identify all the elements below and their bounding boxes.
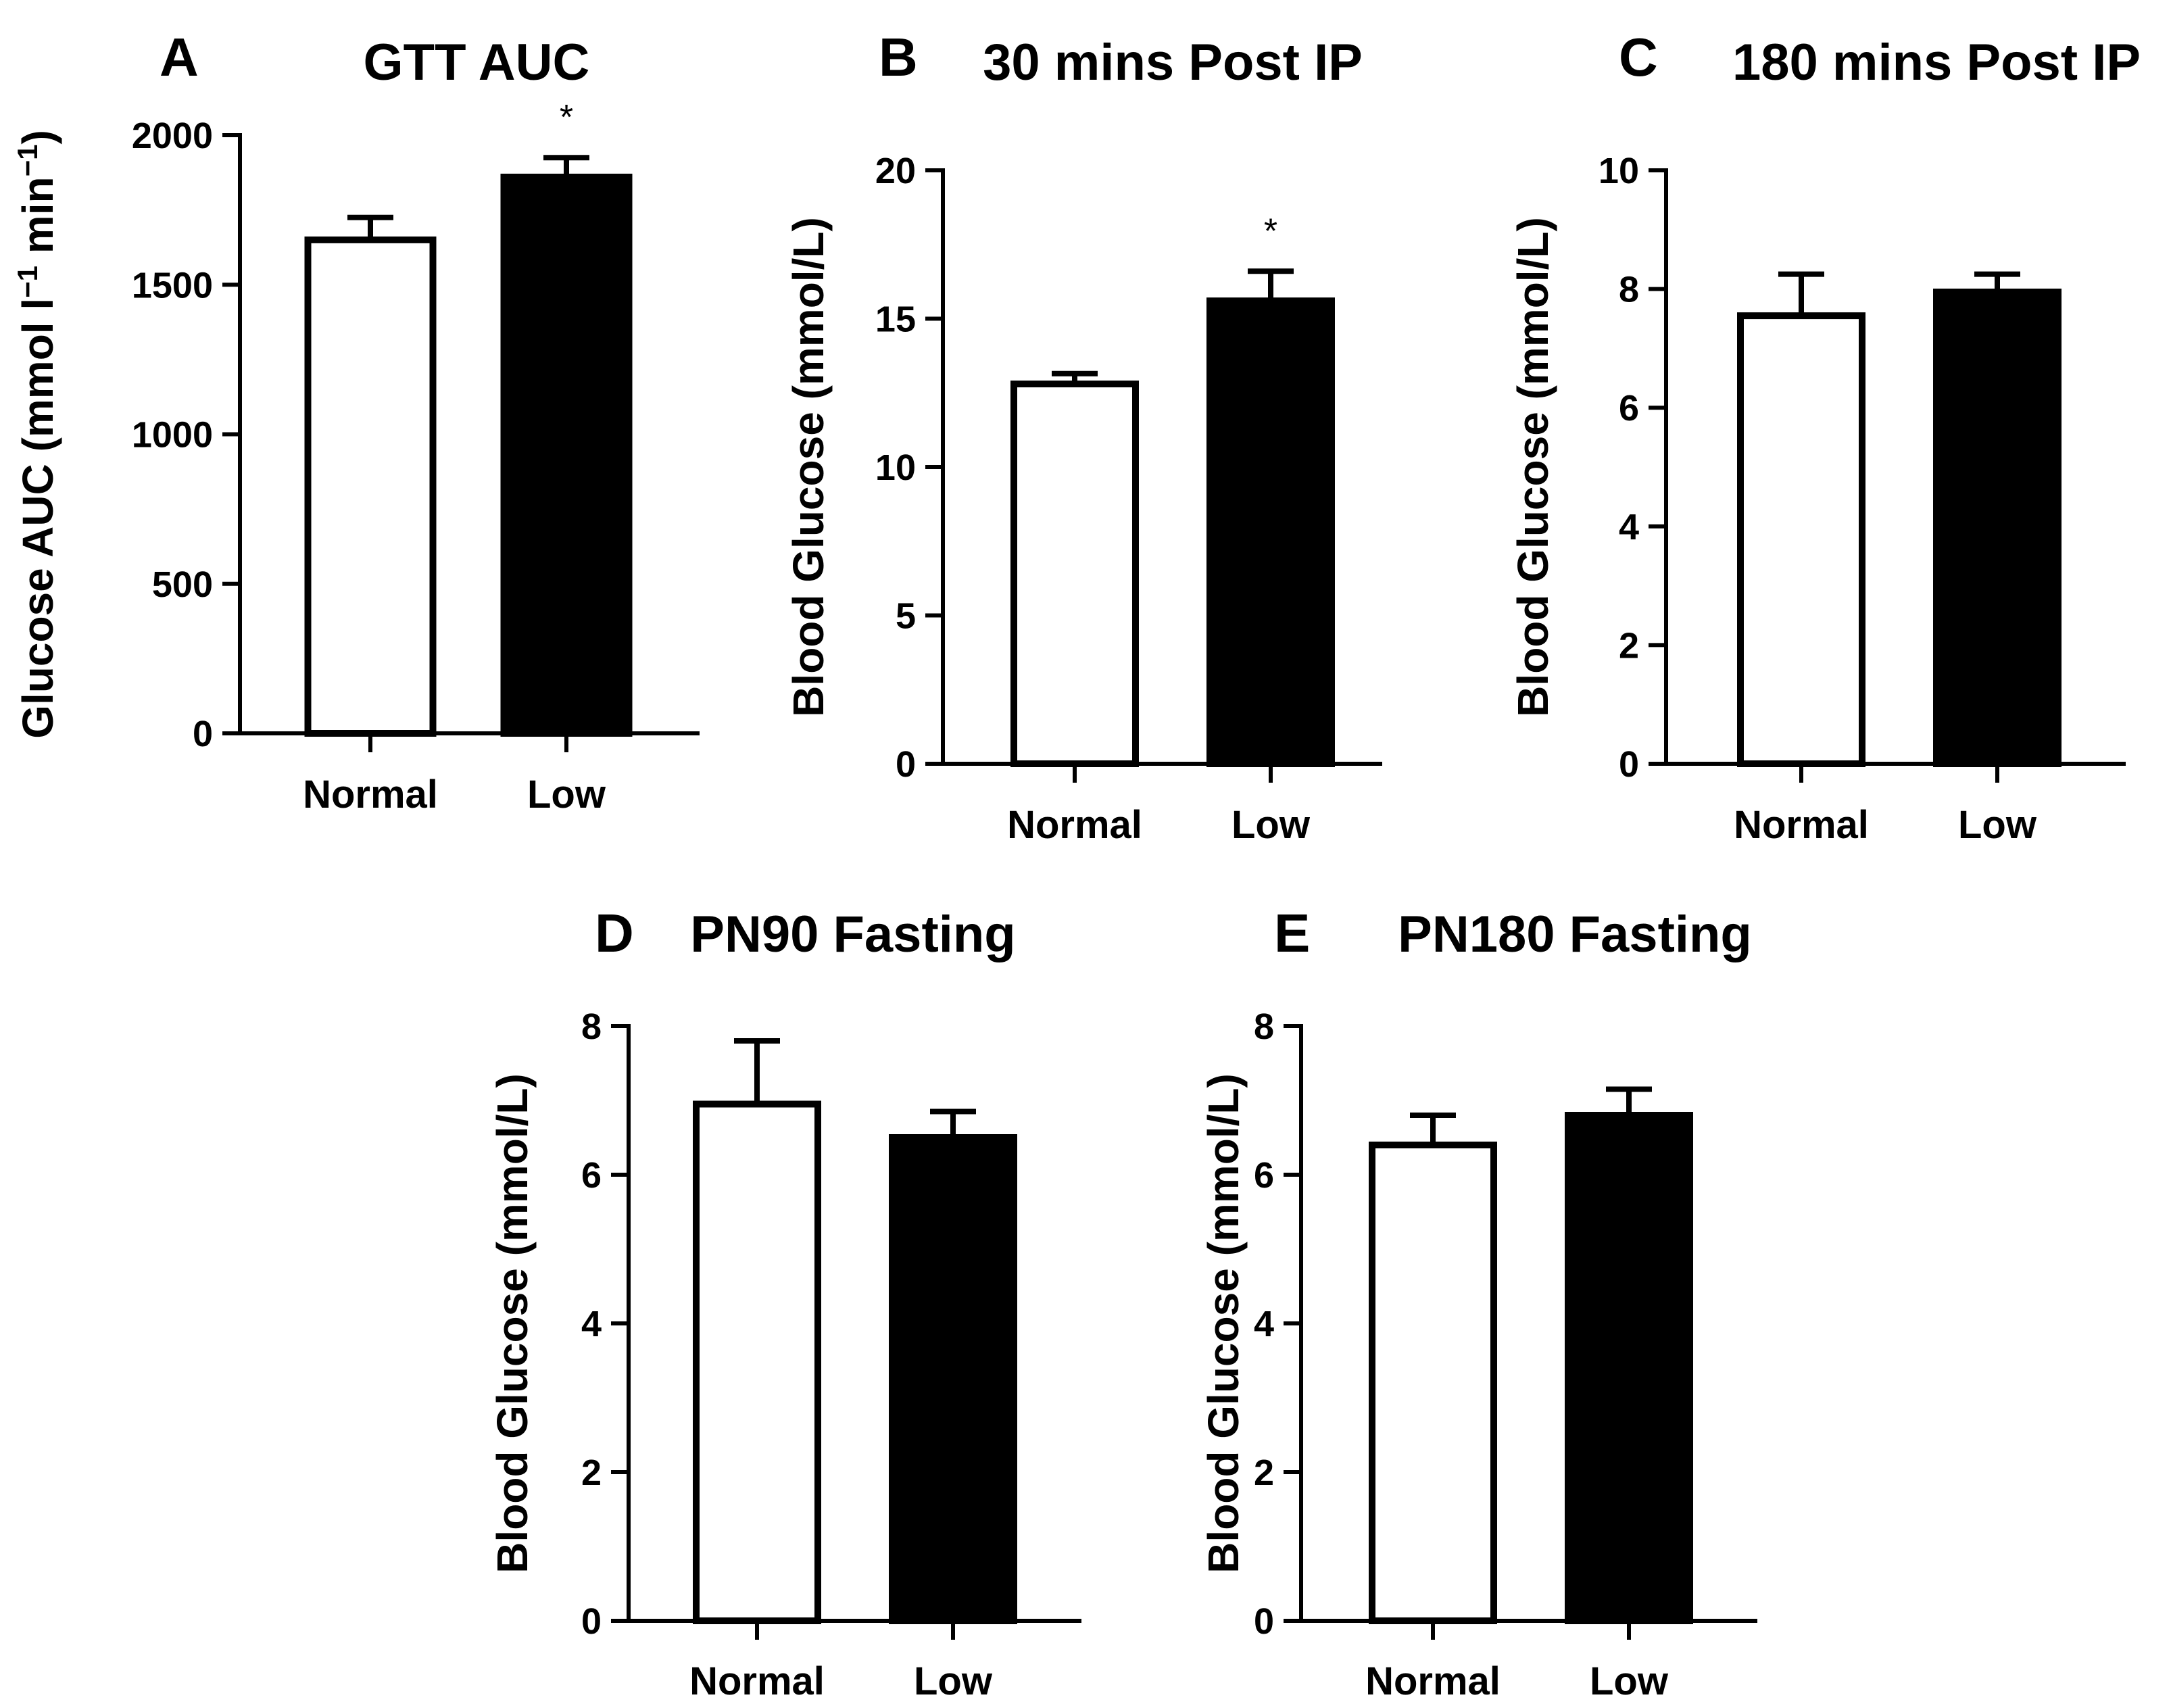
y-tick-label: 4 [1254, 1304, 1274, 1344]
x-tick-label: Normal [1007, 803, 1142, 847]
y-tick-label: 6 [1254, 1155, 1274, 1196]
chart-title: PN180 Fasting [1398, 906, 1752, 963]
panel-letter: C [1619, 27, 1658, 87]
y-tick-label: 2000 [132, 116, 213, 156]
y-tick-label: 2 [581, 1453, 602, 1493]
y-axis-label-superscript: −1 [11, 266, 43, 298]
significance-marker: * [560, 98, 573, 137]
y-tick-label: 8 [1619, 270, 1639, 310]
x-tick-label: Normal [1734, 803, 1869, 847]
y-tick-label: 20 [875, 151, 916, 191]
bar-normal [1369, 1142, 1497, 1624]
panel-letter: E [1274, 903, 1310, 963]
y-tick-label: 1500 [132, 265, 213, 306]
bar-low [1933, 288, 2062, 767]
chart-title: 30 mins Post IP [983, 34, 1363, 91]
bar-normal [693, 1100, 821, 1624]
panel-c: C 180 mins Post IP Blood Glucose (mmol/L) 0… [1509, 27, 2141, 847]
x-tick-label: Normal [1365, 1659, 1501, 1703]
bar-normal [304, 236, 437, 737]
panel-letter: D [595, 903, 634, 963]
x-tick-label: Low [527, 773, 606, 816]
y-tick-label: 0 [1254, 1601, 1274, 1642]
y-tick-label: 15 [875, 299, 916, 340]
y-tick-label: 8 [581, 1006, 602, 1047]
panel-e: E PN180 Fasting Blood Glucose (mmol/L)0 2 4 6… [1199, 903, 1757, 1703]
significance-marker: * [1264, 212, 1277, 251]
y-tick-label: 5 [896, 596, 916, 637]
panel-d: D PN90 Fasting Blood Glucose (mmol/L) 0 2 4 6 8… [488, 903, 1081, 1703]
y-tick-label: 0 [1619, 744, 1639, 785]
panel-letter: B [879, 27, 918, 87]
y-axis-label-superscript: −1 [11, 145, 43, 177]
bar-low [500, 173, 633, 737]
chart-title: PN90 Fasting [690, 906, 1015, 963]
panel-letter: A [160, 27, 199, 87]
y-axis-label-part: min [14, 176, 62, 266]
x-tick-label: Low [1958, 803, 2037, 847]
y-tick-label: 4 [581, 1304, 602, 1344]
y-tick-label: 0 [193, 714, 213, 754]
y-tick-label: 4 [1619, 507, 1639, 547]
panel-b: B 30 mins Post IP Blood Glucose (mmol/L) 0 5… [784, 27, 1382, 847]
y-tick-label: 10 [1599, 151, 1639, 191]
y-axis-label: Glucose AUC (mmol l−1 min−1) [11, 130, 63, 739]
y-axis-label: Blood Glucose (mmol/L) [784, 217, 833, 717]
bar-low [1565, 1112, 1693, 1624]
x-tick-label: Normal [303, 773, 438, 816]
x-tick-label: Low [1590, 1659, 1669, 1703]
x-tick-label: Normal [689, 1659, 825, 1703]
bar-low [1206, 297, 1335, 768]
y-tick-label: 10 [875, 447, 916, 488]
y-axis-label: Blood Glucose (mmol/L) [1509, 217, 1557, 717]
y-tick-label: 1000 [132, 415, 213, 456]
y-tick-label: 0 [896, 744, 916, 785]
x-tick-label: Low [914, 1659, 993, 1703]
y-axis-label-part: ) [14, 130, 62, 144]
y-tick-label: 2 [1619, 625, 1639, 666]
y-tick-label: 6 [1619, 388, 1639, 429]
x-tick-label: Low [1231, 803, 1311, 847]
bar-low [889, 1134, 1017, 1624]
y-tick-label: 8 [1254, 1006, 1274, 1047]
y-axis-label: Blood Glucose (mmol/L) [488, 1073, 537, 1573]
y-axis-label-part: Glucose AUC (mmol l [14, 298, 62, 739]
bar-normal [1737, 312, 1865, 767]
chart-title: GTT AUC [364, 34, 590, 91]
y-tick-label: 0 [581, 1601, 602, 1642]
y-tick-label: 6 [581, 1155, 602, 1196]
chart-title: 180 mins Post IP [1732, 34, 2141, 91]
bar-normal [1010, 381, 1139, 767]
y-axis-label: Blood Glucose (mmol/L) [1199, 1073, 1248, 1573]
y-tick-label: 2 [1254, 1453, 1274, 1493]
y-tick-label: 500 [152, 564, 213, 605]
